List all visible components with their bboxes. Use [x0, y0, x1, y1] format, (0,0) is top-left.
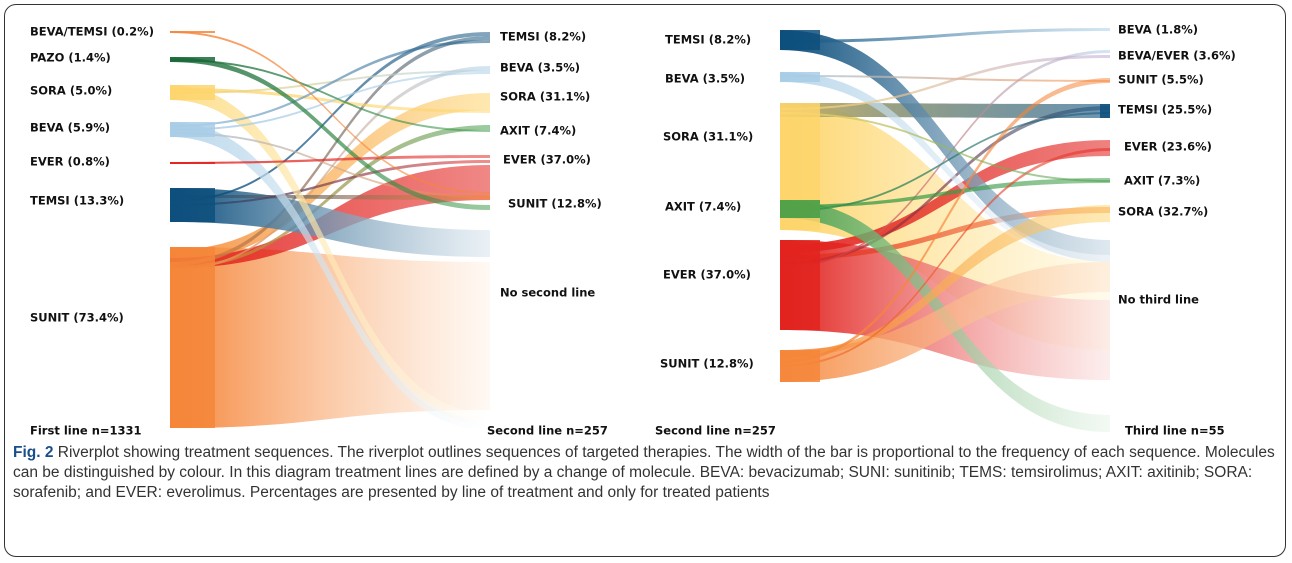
node-label: SORA (32.7%): [1118, 205, 1208, 219]
node-label: SUNIT (73.4%): [30, 311, 124, 325]
node-label: SUNIT (5.5%): [1118, 73, 1204, 87]
flow: [170, 122, 215, 137]
flow: [780, 55, 1110, 110]
node-label: TEMSI (25.5%): [1118, 103, 1212, 117]
flow: [780, 50, 1110, 268]
flow: [780, 200, 820, 218]
riverplot: BEVA/TEMSI (0.2%) PAZO (1.4%) SORA (5.0%…: [30, 23, 1236, 438]
flow: [170, 188, 490, 257]
flow: [170, 85, 490, 425]
flow: [780, 140, 1110, 253]
figure-frame: [4, 4, 1286, 557]
flow: [170, 40, 490, 127]
flow: [170, 57, 215, 62]
caption: Fig. 2 Riverplot showing treatment seque…: [13, 443, 1275, 503]
flow: [170, 66, 490, 271]
flow: [170, 93, 490, 262]
node-label: SORA (5.0%): [30, 84, 112, 98]
flow: [780, 178, 1110, 208]
flow: [780, 112, 1110, 212]
footer-label: Third line n=55: [1125, 424, 1225, 438]
node-label: EVER (37.0%): [663, 268, 751, 282]
flow: [170, 72, 490, 131]
node-label: SUNIT (12.8%): [660, 357, 754, 371]
flow: [780, 207, 1110, 260]
footer-label: First line n=1331: [30, 424, 142, 438]
flow: [780, 78, 1110, 363]
flows: [170, 28, 1110, 432]
flow: [780, 106, 1110, 265]
node-label: SORA (31.1%): [663, 130, 753, 144]
node-label: AXIT (7.4%): [665, 200, 741, 214]
flow: [780, 103, 1110, 118]
flow: [170, 188, 215, 222]
flow: [170, 195, 490, 200]
node-label: AXIT (7.3%): [1124, 174, 1200, 188]
flow: [170, 247, 215, 428]
flow: [780, 28, 1110, 43]
node-label: SUNIT (12.8%): [508, 197, 602, 211]
node-label: BEVA/TEMSI (0.2%): [30, 25, 154, 39]
flow: [170, 160, 490, 206]
node-label: No second line: [500, 286, 595, 300]
flow: [170, 162, 215, 164]
flow: [780, 350, 820, 382]
caption-label: Fig. 2: [13, 444, 54, 461]
node-label: EVER (23.6%): [1124, 140, 1212, 154]
node-label: TEMSI (8.2%): [665, 33, 751, 47]
labels: BEVA/TEMSI (0.2%) PAZO (1.4%) SORA (5.0%…: [30, 23, 1236, 438]
flow: [170, 85, 215, 100]
flow: [780, 112, 1110, 182]
flow: [170, 155, 490, 164]
footer-label: Second line n=257: [487, 424, 608, 438]
flow: [170, 70, 490, 94]
flow: [780, 75, 1110, 82]
flow: [170, 32, 490, 202]
node-label: EVER (37.0%): [503, 153, 591, 167]
node-label: TEMSI (8.2%): [500, 30, 586, 44]
flow: [780, 72, 820, 82]
flow: [1100, 104, 1110, 118]
node-label: BEVA (1.8%): [1118, 23, 1198, 37]
flow: [170, 31, 490, 194]
flow: [170, 132, 490, 198]
node-label: SORA (31.1%): [500, 90, 590, 104]
node-label: AXIT (7.4%): [500, 124, 576, 138]
flow: [780, 103, 820, 230]
node-label: BEVA (3.5%): [665, 72, 745, 86]
flow: [170, 122, 490, 430]
flow: [170, 57, 490, 210]
node-label: EVER (0.8%): [30, 155, 110, 169]
node-label: TEMSI (13.3%): [30, 194, 124, 208]
flow: [170, 36, 490, 266]
node-label: BEVA/EVER (3.6%): [1118, 49, 1236, 63]
node-label: BEVA (3.5%): [500, 61, 580, 75]
flow: [170, 31, 215, 33]
flow: [780, 240, 820, 330]
flow: [780, 148, 1110, 367]
flow: [780, 205, 1110, 358]
flow: [780, 72, 1110, 262]
flow: [780, 262, 1110, 382]
node-label: BEVA (5.9%): [30, 121, 110, 135]
caption-text: Riverplot showing treatment sequences. T…: [13, 444, 1275, 501]
footer-label: Second line n=257: [655, 424, 776, 438]
node-label: PAZO (1.4%): [30, 51, 111, 65]
node-label: No third line: [1118, 293, 1199, 307]
flow: [780, 30, 820, 50]
flow: [170, 59, 490, 132]
